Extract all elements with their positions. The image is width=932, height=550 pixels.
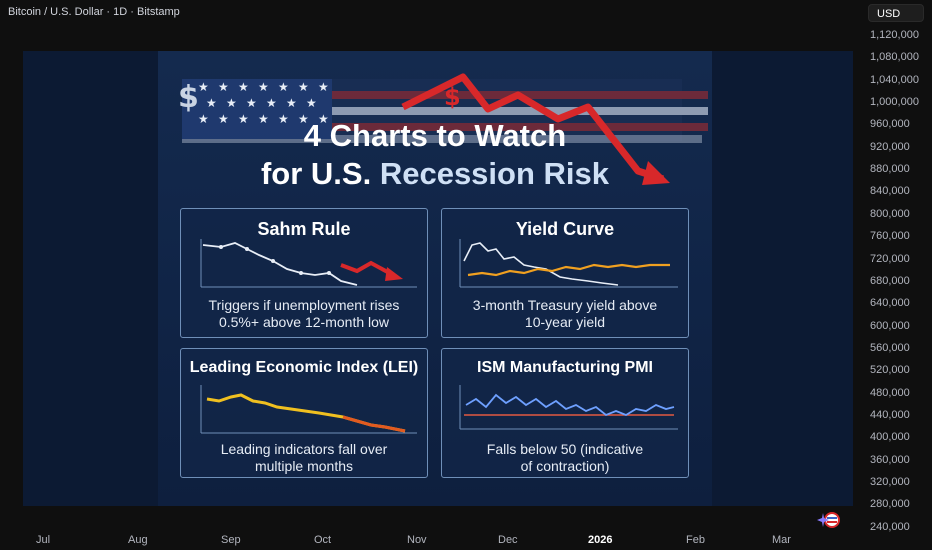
svg-text:★: ★ <box>218 112 229 126</box>
price-axis-label: 720,000 <box>870 252 910 265</box>
time-axis-label: Mar <box>772 534 791 546</box>
price-axis-label: 1,120,000 <box>870 29 919 41</box>
sahm-rule-mini-chart <box>200 239 417 288</box>
title-prefix: for U.S. <box>260 156 380 191</box>
card-description: 3-month Treasury yield above 10-year yie… <box>448 297 682 331</box>
svg-text:★: ★ <box>238 112 249 126</box>
price-axis-label: 320,000 <box>870 476 910 488</box>
time-axis-label: Dec <box>498 534 518 546</box>
flag-badge-icon[interactable] <box>815 512 841 528</box>
card-sahm-rule: Sahm Rule Triggers if unemployment rises… <box>180 208 428 338</box>
price-axis-label: 400,000 <box>870 431 910 444</box>
card-description-line: multiple months <box>254 458 354 474</box>
svg-text:★: ★ <box>206 96 217 110</box>
card-description: Leading indicators fall over multiple mo… <box>187 441 421 475</box>
title-highlight: Recession Risk <box>379 156 609 191</box>
time-axis-label: Aug <box>128 534 148 546</box>
price-axis-label: 240,000 <box>870 520 910 533</box>
price-axis-label: 920,000 <box>870 140 910 153</box>
card-title: Sahm Rule <box>257 219 351 239</box>
card-description-line: 3-month Treasury yield above <box>472 297 658 313</box>
svg-text:★: ★ <box>278 80 289 94</box>
time-axis-label: Nov <box>407 534 427 546</box>
pmi-mini-chart <box>459 385 678 430</box>
svg-text:★: ★ <box>218 80 229 94</box>
time-axis-label: Oct <box>314 534 332 546</box>
card-description-line: of contraction) <box>520 458 610 474</box>
card-description-line: Leading indicators fall over <box>220 441 388 457</box>
card-title: Yield Curve <box>515 219 615 239</box>
svg-text:★: ★ <box>318 112 329 126</box>
price-axis-label: 1,080,000 <box>870 51 919 64</box>
flag-arrow-graphic: ★ ★ ★ ★ ★ ★ ★ ★ ★ ★ ★ ★ ★ ★ ★ ★ ★ ★ ★ ★ $ $ <box>178 73 708 185</box>
svg-text:★: ★ <box>298 80 309 94</box>
card-description: Triggers if unemployment rises 0.5%+ abo… <box>187 297 421 331</box>
card-title: Leading Economic Index (LEI) <box>189 359 419 376</box>
svg-text:★: ★ <box>246 96 257 110</box>
card-leading-economic-index: Leading Economic Index (LEI) Leading ind… <box>180 348 428 478</box>
svg-text:★: ★ <box>266 96 277 110</box>
svg-text:★: ★ <box>198 112 209 126</box>
price-axis-label: 800,000 <box>870 207 910 220</box>
time-axis-label: Feb <box>686 534 705 546</box>
card-ism-manufacturing-pmi: ISM Manufacturing PMI Falls below 50 (in… <box>441 348 689 478</box>
svg-text:★: ★ <box>298 112 309 126</box>
price-axis-label: 880,000 <box>870 163 910 176</box>
price-axis-label: 760,000 <box>870 230 910 243</box>
price-axis-label: 1,000,000 <box>870 96 919 109</box>
time-axis-label: Sep <box>221 534 241 546</box>
card-description-line: 0.5%+ above 12-month low <box>218 314 390 330</box>
time-axis-label: 2026 <box>588 534 613 546</box>
card-yield-curve: Yield Curve 3-month Treasury yield above… <box>441 208 689 338</box>
price-axis-label: 520,000 <box>870 364 910 377</box>
time-axis-label: Jul <box>36 534 51 546</box>
svg-text:★: ★ <box>286 96 297 110</box>
card-description-line: Falls below 50 (indicative <box>486 441 644 457</box>
price-axis-label: 600,000 <box>870 319 910 332</box>
price-axis[interactable]: 1,120,000 1,080,000 1,040,000 1,000,000 960,… <box>862 0 932 550</box>
svg-text:★: ★ <box>198 80 209 94</box>
svg-text:$: $ <box>178 80 199 115</box>
price-axis-label: 680,000 <box>870 274 910 287</box>
infographic-title-line2: for U.S. Recession Risk <box>158 156 712 192</box>
chart-symbol-title[interactable]: Bitcoin / U.S. Dollar · 1D · Bitstamp <box>8 6 180 18</box>
svg-text:★: ★ <box>318 80 329 94</box>
card-description-line: 10-year yield <box>524 314 606 330</box>
yield-curve-mini-chart <box>459 239 678 288</box>
svg-text:★: ★ <box>226 96 237 110</box>
svg-text:★: ★ <box>306 96 317 110</box>
price-axis-label: 480,000 <box>870 386 910 399</box>
svg-text:★: ★ <box>238 80 249 94</box>
card-description-line: Triggers if unemployment rises <box>208 297 400 313</box>
infographic-title-line1: 4 Charts to Watch <box>303 118 567 153</box>
price-axis-label: 560,000 <box>870 341 910 354</box>
card-description: Falls below 50 (indicative of contractio… <box>448 441 682 475</box>
svg-text:★: ★ <box>258 80 269 94</box>
price-axis-label: 360,000 <box>870 453 910 466</box>
svg-text:★: ★ <box>278 112 289 126</box>
currency-selector[interactable]: USD <box>868 4 924 22</box>
svg-text:★: ★ <box>258 112 269 126</box>
price-axis-label: 280,000 <box>870 498 910 511</box>
price-axis-label: 640,000 <box>870 297 910 310</box>
price-axis-label: 960,000 <box>870 118 910 131</box>
lei-mini-chart <box>200 385 417 434</box>
svg-text:$: $ <box>444 83 461 111</box>
price-axis-label: 840,000 <box>870 185 910 198</box>
price-axis-label: 440,000 <box>870 408 910 421</box>
price-axis-label: 1,040,000 <box>870 73 919 86</box>
card-title: ISM Manufacturing PMI <box>477 359 653 376</box>
